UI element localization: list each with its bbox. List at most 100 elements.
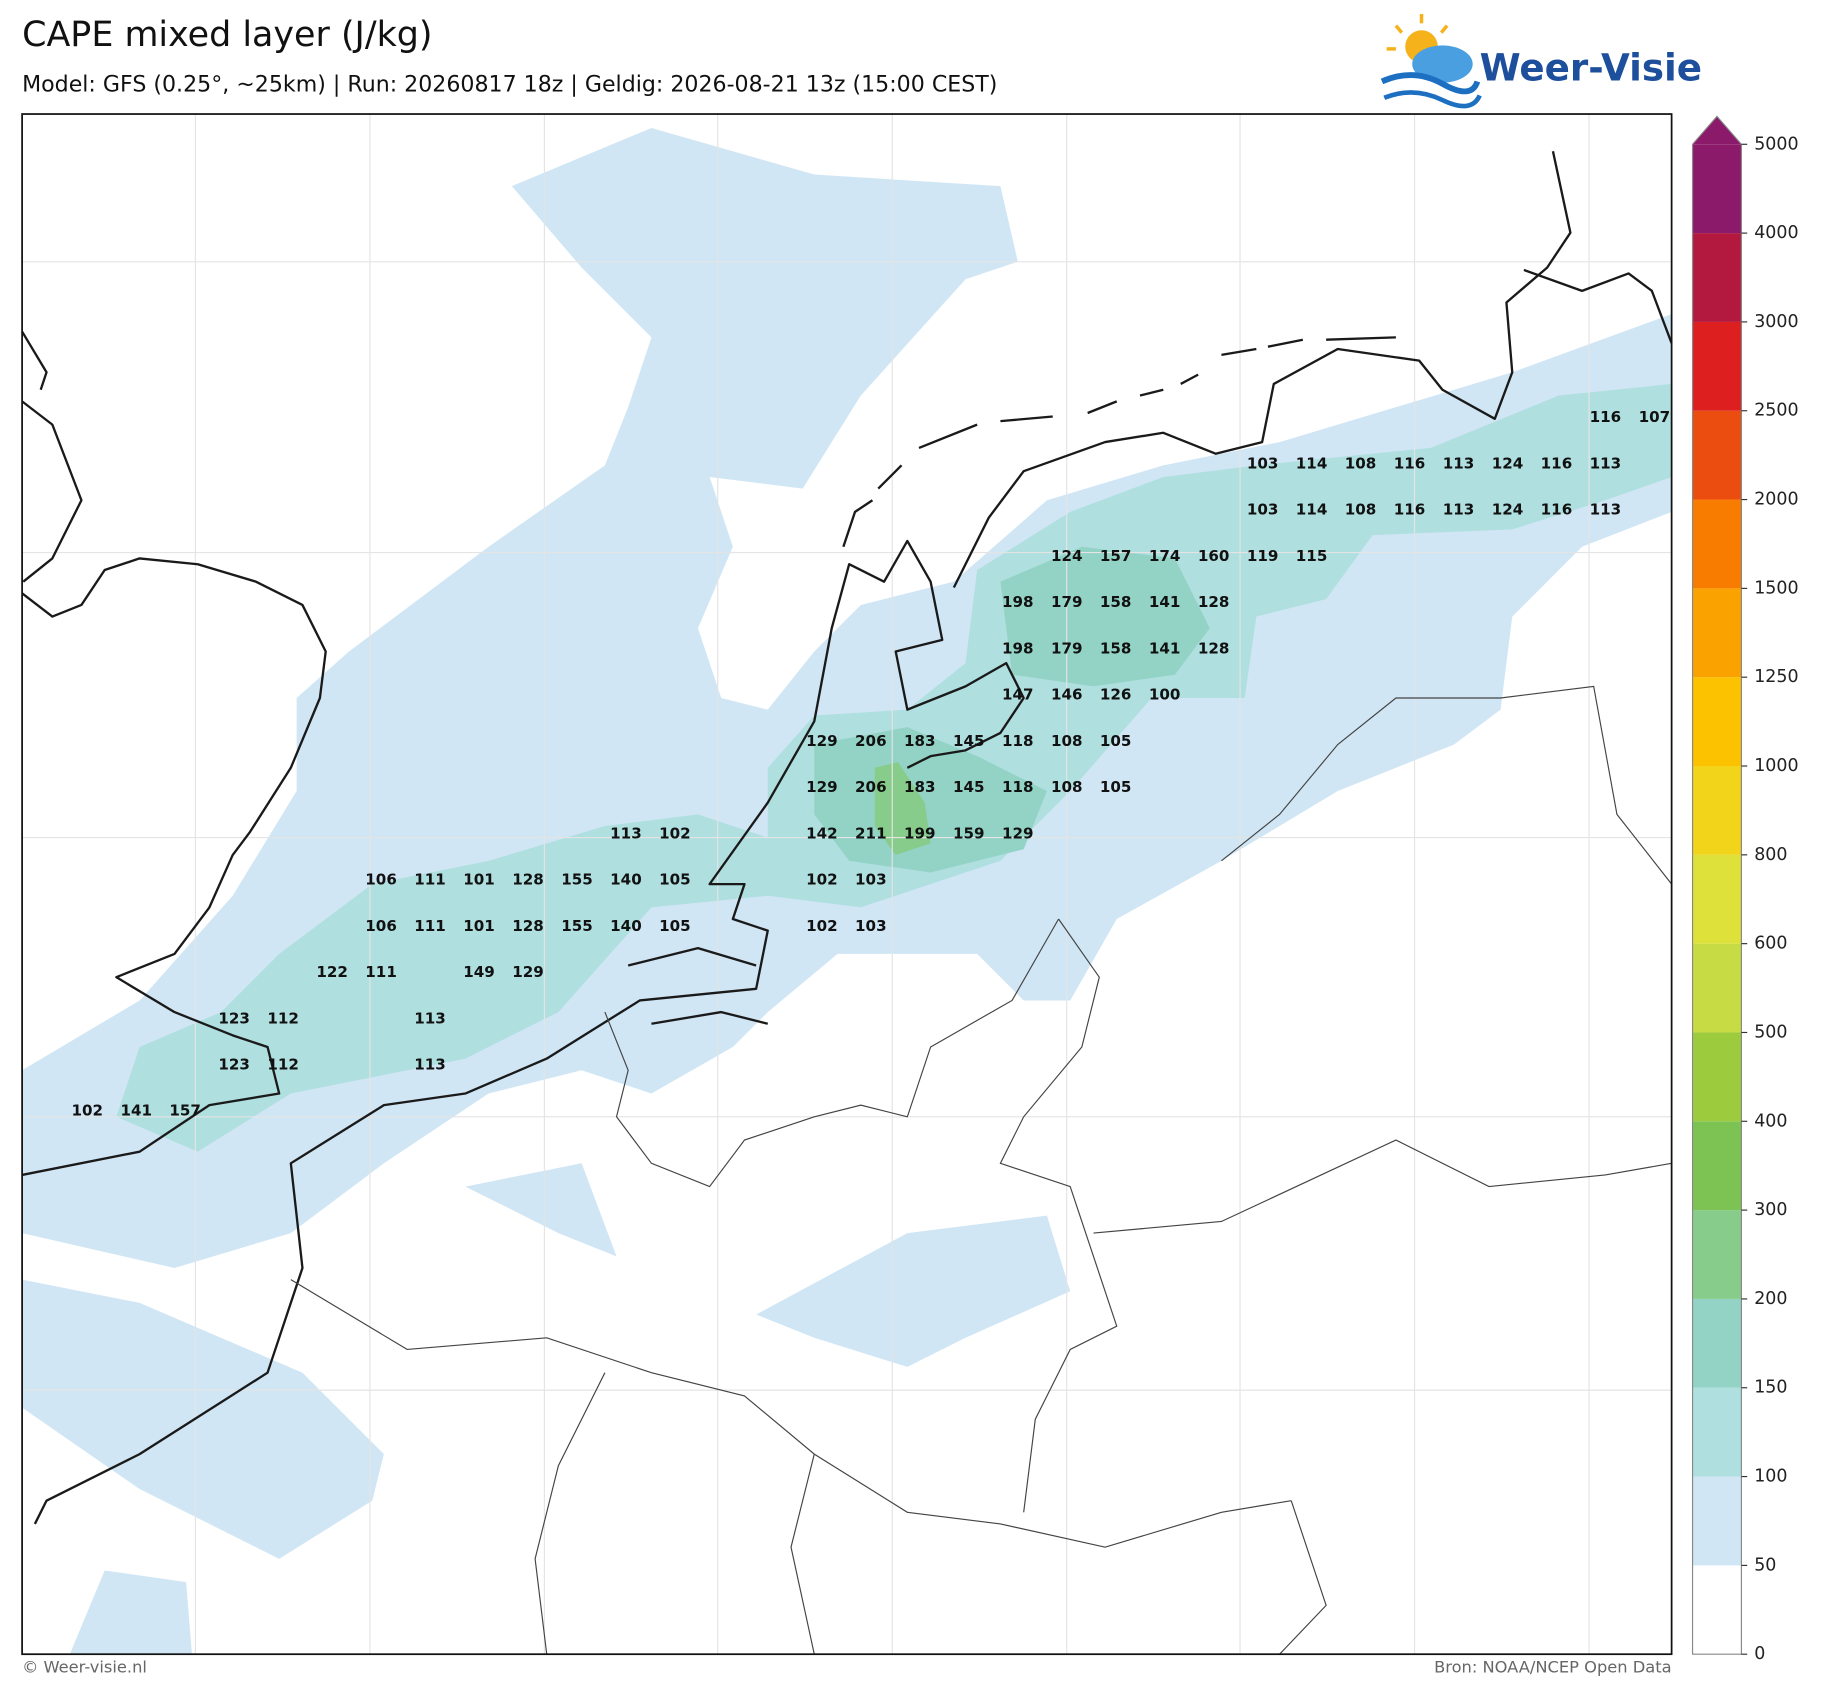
cape-value: 179 xyxy=(1051,639,1083,657)
cape-value: 128 xyxy=(1198,593,1230,611)
colorbar-tick-label: 0 xyxy=(1754,1644,1765,1664)
footer-source: Bron: NOAA/NCEP Open Data xyxy=(1434,1658,1672,1677)
colorbar-segment xyxy=(1692,854,1742,944)
cape-value: 102 xyxy=(806,917,838,935)
colorbar-segment xyxy=(1692,233,1742,322)
grid-lines xyxy=(22,114,1672,1655)
cape-value: 124 xyxy=(1492,454,1524,472)
cape-value: 199 xyxy=(904,824,936,842)
cape-value: 141 xyxy=(1149,639,1181,657)
cape-value: 198 xyxy=(1002,593,1034,611)
cape-value: 114 xyxy=(1296,501,1328,519)
cape-value: 198 xyxy=(1002,639,1034,657)
cape-value: 126 xyxy=(1100,686,1132,704)
cape-value: 116 xyxy=(1394,454,1426,472)
cape-value: 118 xyxy=(1002,732,1034,750)
cape-value: 158 xyxy=(1100,639,1132,657)
cape-value: 128 xyxy=(512,871,544,889)
cape-value: 206 xyxy=(855,732,887,750)
colorbar-tick-label: 4000 xyxy=(1754,223,1798,243)
cape-value: 101 xyxy=(463,917,495,935)
colorbar-tick-label: 800 xyxy=(1754,845,1787,865)
cape-value: 108 xyxy=(1345,501,1377,519)
colorbar-segment xyxy=(1692,1476,1742,1566)
cape-value: 147 xyxy=(1002,686,1034,704)
cape-value: 103 xyxy=(1247,501,1279,519)
cape-value: 107 xyxy=(1639,408,1671,426)
colorbar-segment xyxy=(1692,144,1742,234)
coastlines xyxy=(21,151,1673,1525)
colorbar-segment xyxy=(1692,677,1742,767)
cape-value: 128 xyxy=(1198,639,1230,657)
cape-value: 113 xyxy=(414,1009,446,1027)
cape-value: 119 xyxy=(1247,547,1279,565)
colorbar-tick-label: 400 xyxy=(1754,1111,1787,1131)
cape-area-50 xyxy=(465,1163,617,1257)
colorbar-tick-label: 500 xyxy=(1754,1022,1787,1042)
cape-value: 157 xyxy=(1100,547,1132,565)
subtitle: Model: GFS (0.25°, ~25km) | Run: 2026081… xyxy=(22,71,997,97)
colorbar-extend xyxy=(1692,116,1742,145)
cape-value: 108 xyxy=(1051,778,1083,796)
colorbar-tick-label: 600 xyxy=(1754,934,1787,954)
map-area: 116 107 103 114 108 116 113 124 116 113 103 114 108 1… xyxy=(21,113,1673,1656)
cape-value: 183 xyxy=(904,732,936,750)
cape-value: 142 xyxy=(806,824,838,842)
cape-value: 112 xyxy=(267,1009,299,1027)
cape-value: 183 xyxy=(904,778,936,796)
cape-value: 174 xyxy=(1149,547,1181,565)
cape-value: 116 xyxy=(1394,501,1426,519)
cape-value: 105 xyxy=(1100,732,1132,750)
colorbar-tick-label: 100 xyxy=(1754,1467,1787,1487)
colorbar-tick-label: 5000 xyxy=(1754,134,1798,154)
cape-value: 155 xyxy=(561,871,593,889)
cape-value: 106 xyxy=(365,917,397,935)
cape-value: 113 xyxy=(414,1056,446,1074)
colorbar: 0 50 100 150 200 300 400 500 600 800 1000 1250 1500 2… xyxy=(1691,115,1799,1664)
cape-area-50 xyxy=(22,1279,384,1559)
cape-value: 113 xyxy=(610,824,642,842)
colorbar-tick-label: 3000 xyxy=(1754,312,1798,332)
colorbar-tick-label: 1000 xyxy=(1754,756,1798,776)
cape-value: 102 xyxy=(71,1102,103,1120)
cape-value: 101 xyxy=(463,871,495,889)
colorbar-segment xyxy=(1692,588,1742,678)
cape-value: 128 xyxy=(512,917,544,935)
cape-value: 116 xyxy=(1541,454,1573,472)
cape-value: 160 xyxy=(1198,547,1230,565)
cape-value: 113 xyxy=(1443,501,1475,519)
colorbar-segment xyxy=(1692,410,1742,500)
cape-value: 103 xyxy=(1247,454,1279,472)
cape-value: 102 xyxy=(806,871,838,889)
cape-value: 106 xyxy=(365,871,397,889)
cape-area-150 xyxy=(814,727,1047,873)
cape-value: 113 xyxy=(1590,454,1622,472)
cape-value: 158 xyxy=(1100,593,1132,611)
cape-value: 118 xyxy=(1002,778,1034,796)
cape-value: 116 xyxy=(1590,408,1622,426)
cape-value: 179 xyxy=(1051,593,1083,611)
cape-value: 103 xyxy=(855,917,887,935)
colorbar-segment xyxy=(1692,766,1742,855)
colorbar-segment xyxy=(1692,321,1742,411)
cape-value: 123 xyxy=(218,1056,250,1074)
cape-value: 102 xyxy=(659,824,691,842)
borders xyxy=(290,685,1673,1655)
cape-value: 115 xyxy=(1296,547,1328,565)
cape-value: 105 xyxy=(659,871,691,889)
cape-value: 141 xyxy=(1149,593,1181,611)
colorbar-segment xyxy=(1692,1565,1742,1655)
footer-credit: © Weer-visie.nl xyxy=(22,1658,147,1677)
colorbar-outline xyxy=(1691,115,1742,1655)
cape-value: 141 xyxy=(120,1102,152,1120)
colorbar-segment xyxy=(1692,943,1742,1033)
colorbar-tick-label: 50 xyxy=(1754,1555,1776,1575)
cape-value: 111 xyxy=(365,963,397,981)
colorbar-tick-label: 300 xyxy=(1754,1200,1787,1220)
cape-area-200 xyxy=(874,761,931,856)
cape-value: 122 xyxy=(316,963,348,981)
cape-value: 211 xyxy=(855,824,887,842)
logo-text: Weer-Visie xyxy=(1480,45,1702,89)
cape-value: 129 xyxy=(512,963,544,981)
